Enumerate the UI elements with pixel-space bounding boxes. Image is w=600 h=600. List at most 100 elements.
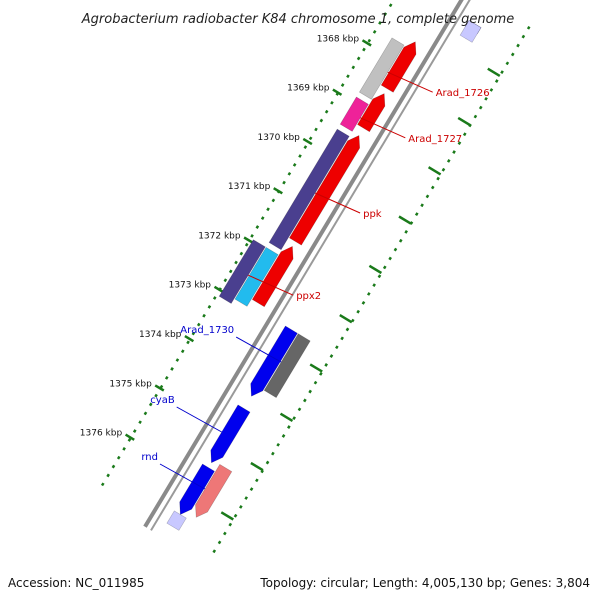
map-title: Agrobacterium radiobacter K84 chromosome… bbox=[81, 12, 514, 27]
major-tick bbox=[309, 363, 323, 373]
tick-dot bbox=[414, 212, 419, 217]
tick-label: 1376 kbp bbox=[80, 429, 123, 439]
tick-dot bbox=[239, 505, 243, 509]
tick-dot bbox=[313, 380, 318, 385]
tick-dot bbox=[298, 154, 302, 158]
tick-dot bbox=[281, 434, 286, 438]
tick-dot bbox=[500, 70, 504, 75]
tick-dot bbox=[308, 389, 312, 394]
tick-dot bbox=[356, 309, 360, 314]
tick-dot bbox=[494, 79, 499, 83]
gene-label: ppx2 bbox=[296, 291, 321, 302]
tick-dot bbox=[196, 322, 201, 327]
tick-dot bbox=[462, 132, 467, 137]
tick-dot bbox=[484, 96, 488, 101]
tick-dot bbox=[319, 118, 324, 123]
major-tick bbox=[213, 285, 224, 293]
tick-dot bbox=[202, 313, 206, 318]
tick-dot bbox=[430, 185, 435, 190]
gene-feature bbox=[251, 245, 294, 308]
gene-feature bbox=[210, 404, 251, 464]
tick-dot bbox=[372, 283, 376, 287]
gene-label: cyaB bbox=[150, 395, 175, 406]
tick-dot bbox=[457, 141, 462, 146]
gene-label: ppk bbox=[363, 209, 382, 220]
summary-text: Topology: circular; Length: 4,005,130 bp… bbox=[259, 576, 590, 590]
tick-dot bbox=[436, 176, 440, 181]
tick-dot bbox=[223, 531, 227, 536]
gene-feature bbox=[263, 333, 311, 399]
major-tick bbox=[273, 187, 283, 195]
tick-dot bbox=[116, 455, 121, 460]
gene-feature bbox=[268, 128, 350, 251]
tick-dot bbox=[356, 56, 361, 61]
accession-text: Accession: NC_011985 bbox=[8, 576, 144, 590]
tick-dot bbox=[287, 171, 292, 176]
tick-dot bbox=[420, 203, 424, 208]
tick-dot bbox=[388, 3, 393, 8]
major-tick bbox=[250, 461, 264, 472]
label-leader bbox=[387, 71, 433, 93]
tick-dot bbox=[239, 251, 244, 256]
tick-label: 1369 kbp bbox=[287, 84, 330, 94]
gene-feature bbox=[250, 325, 298, 397]
tick-dot bbox=[388, 256, 392, 261]
label-leader bbox=[247, 274, 294, 296]
tick-dot bbox=[217, 540, 222, 545]
gene-label: Arad_1730 bbox=[180, 325, 234, 336]
tick-dot bbox=[297, 407, 302, 412]
feature-layer bbox=[166, 19, 482, 531]
tick-dot bbox=[276, 442, 280, 447]
tick-dot bbox=[228, 269, 233, 274]
tick-dot bbox=[478, 105, 483, 110]
tick-dot bbox=[367, 38, 372, 43]
tick-dot bbox=[122, 446, 126, 451]
tick-dot bbox=[346, 74, 350, 79]
tick-dot bbox=[345, 327, 350, 332]
gene-feature bbox=[166, 510, 187, 531]
tick-dot bbox=[378, 21, 382, 25]
tick-label: 1371 kbp bbox=[228, 182, 271, 192]
tick-dot bbox=[303, 145, 308, 150]
tick-dot bbox=[111, 464, 116, 469]
gene-feature bbox=[459, 19, 482, 43]
tick-dot bbox=[186, 340, 190, 345]
tick-dot bbox=[212, 549, 217, 554]
major-tick bbox=[332, 88, 343, 96]
tick-dot bbox=[234, 260, 238, 265]
label-leader bbox=[159, 463, 206, 490]
gene-feature bbox=[357, 93, 386, 133]
tick-dot bbox=[260, 469, 264, 474]
tick-dot bbox=[521, 34, 526, 39]
tick-dot bbox=[452, 150, 456, 154]
tick-dot bbox=[367, 292, 371, 296]
tick-dot bbox=[324, 363, 328, 367]
tick-dot bbox=[282, 180, 286, 185]
tick-dot bbox=[260, 216, 265, 221]
tick-dot bbox=[308, 136, 313, 141]
tick-dot bbox=[329, 354, 334, 358]
tick-dot bbox=[362, 47, 366, 52]
tick-dot bbox=[292, 163, 297, 167]
tick-dot bbox=[335, 345, 339, 350]
tick-dot bbox=[191, 331, 196, 336]
tick-label: 1372 kbp bbox=[198, 231, 241, 241]
gene-feature bbox=[234, 246, 279, 307]
label-leader bbox=[360, 117, 406, 139]
tick-dot bbox=[383, 12, 388, 16]
major-tick bbox=[154, 384, 165, 392]
tick-dot bbox=[340, 336, 344, 341]
tick-dot bbox=[505, 61, 510, 66]
major-tick bbox=[339, 314, 353, 324]
major-tick bbox=[427, 166, 442, 176]
major-tick bbox=[398, 215, 412, 225]
label-leader bbox=[176, 406, 222, 433]
major-tick bbox=[220, 511, 234, 521]
tick-label: 1370 kbp bbox=[257, 133, 300, 143]
label-leader bbox=[314, 192, 361, 214]
gene-feature bbox=[195, 463, 233, 518]
tick-dot bbox=[138, 420, 142, 425]
tick-dot bbox=[207, 304, 212, 309]
